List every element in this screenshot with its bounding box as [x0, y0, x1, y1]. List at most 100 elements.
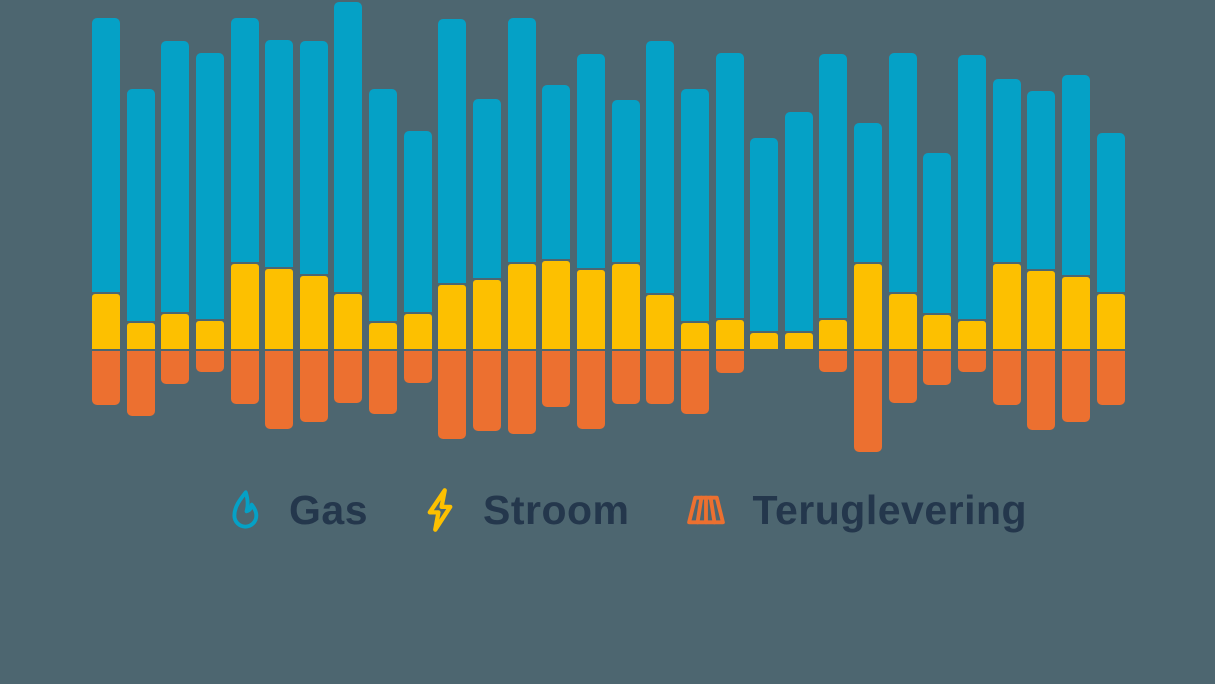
- stroom-segment: [542, 261, 570, 349]
- bar-group-13[interactable]: [508, 0, 536, 470]
- bar-group-24[interactable]: [889, 0, 917, 470]
- teruglevering-segment: [646, 351, 674, 404]
- gas-segment: [1062, 75, 1090, 275]
- bar-group-5[interactable]: [231, 0, 259, 470]
- gas-segment: [473, 99, 501, 278]
- legend-label-teruglevering: Teruglevering: [752, 486, 1028, 533]
- gas-segment: [334, 2, 362, 292]
- stroom-segment: [819, 320, 847, 349]
- gas-segment: [161, 41, 189, 312]
- teruglevering-segment: [473, 351, 501, 431]
- bar-group-3[interactable]: [161, 0, 189, 470]
- teruglevering-segment: [889, 351, 917, 403]
- lightning-icon: [427, 488, 453, 532]
- bar-group-21[interactable]: [785, 0, 813, 470]
- teruglevering-segment: [1062, 351, 1090, 422]
- gas-segment: [646, 41, 674, 293]
- bar-group-22[interactable]: [819, 0, 847, 470]
- gas-segment: [854, 123, 882, 262]
- gas-segment: [577, 54, 605, 268]
- gas-segment: [404, 131, 432, 312]
- bar-group-15[interactable]: [577, 0, 605, 470]
- bar-group-6[interactable]: [265, 0, 293, 470]
- bar-group-8[interactable]: [334, 0, 362, 470]
- gas-segment: [231, 18, 259, 262]
- legend-item-teruglevering: Teruglevering: [686, 486, 1028, 533]
- bar-group-17[interactable]: [646, 0, 674, 470]
- teruglevering-segment: [1097, 351, 1125, 405]
- gas-segment: [785, 112, 813, 331]
- bar-group-18[interactable]: [681, 0, 709, 470]
- stroom-segment: [404, 314, 432, 349]
- bar-chart-plot: [92, 0, 1125, 470]
- gas-segment: [265, 40, 293, 267]
- gas-segment: [750, 138, 778, 331]
- teruglevering-segment: [1027, 351, 1055, 430]
- stroom-segment: [646, 295, 674, 349]
- legend-label-stroom: Stroom: [483, 486, 630, 533]
- teruglevering-segment: [958, 351, 986, 372]
- stroom-segment: [231, 264, 259, 349]
- teruglevering-segment: [854, 351, 882, 452]
- gas-segment: [508, 18, 536, 262]
- gas-segment: [300, 41, 328, 274]
- bar-group-19[interactable]: [716, 0, 744, 470]
- bar-group-16[interactable]: [612, 0, 640, 470]
- gas-segment: [369, 89, 397, 321]
- bar-group-4[interactable]: [196, 0, 224, 470]
- flame-icon: [232, 490, 259, 529]
- bar-group-2[interactable]: [127, 0, 155, 470]
- teruglevering-segment: [577, 351, 605, 429]
- teruglevering-segment: [923, 351, 951, 385]
- gas-segment: [889, 53, 917, 292]
- bar-group-14[interactable]: [542, 0, 570, 470]
- stroom-segment: [577, 270, 605, 349]
- teruglevering-segment: [508, 351, 536, 434]
- bar-group-29[interactable]: [1062, 0, 1090, 470]
- teruglevering-segment: [716, 351, 744, 373]
- gas-segment: [819, 54, 847, 318]
- gas-segment: [542, 85, 570, 259]
- bar-group-30[interactable]: [1097, 0, 1125, 470]
- solar-panel-icon-paths: [686, 495, 725, 525]
- bar-group-7[interactable]: [300, 0, 328, 470]
- chart-legend: Gas Stroom Teruglevering: [228, 484, 1027, 536]
- gas-segment: [716, 53, 744, 318]
- gas-segment: [196, 53, 224, 319]
- teruglevering-segment: [404, 351, 432, 383]
- bar-group-28[interactable]: [1027, 0, 1055, 470]
- teruglevering-segment: [819, 351, 847, 372]
- bar-group-1[interactable]: [92, 0, 120, 470]
- teruglevering-segment: [542, 351, 570, 407]
- stroom-segment: [508, 264, 536, 349]
- bar-group-26[interactable]: [958, 0, 986, 470]
- teruglevering-segment: [334, 351, 362, 403]
- bar-group-20[interactable]: [750, 0, 778, 470]
- stroom-segment: [369, 323, 397, 349]
- bar-group-9[interactable]: [369, 0, 397, 470]
- gas-segment: [127, 89, 155, 321]
- stroom-segment: [161, 314, 189, 349]
- teruglevering-segment: [161, 351, 189, 384]
- stroom-segment: [127, 323, 155, 349]
- bar-group-23[interactable]: [854, 0, 882, 470]
- teruglevering-segment: [438, 351, 466, 439]
- stroom-segment: [785, 333, 813, 349]
- bar-group-12[interactable]: [473, 0, 501, 470]
- bar-group-11[interactable]: [438, 0, 466, 470]
- gas-segment: [92, 18, 120, 292]
- teruglevering-segment: [92, 351, 120, 405]
- stroom-segment: [1062, 277, 1090, 349]
- bar-group-10[interactable]: [404, 0, 432, 470]
- stroom-segment: [265, 269, 293, 349]
- stroom-segment: [716, 320, 744, 349]
- teruglevering-segment: [681, 351, 709, 414]
- stroom-segment: [334, 294, 362, 349]
- legend-item-stroom: Stroom: [424, 488, 630, 532]
- stroom-segment: [612, 264, 640, 349]
- bar-group-25[interactable]: [923, 0, 951, 470]
- gas-segment: [1097, 133, 1125, 292]
- bar-group-27[interactable]: [993, 0, 1021, 470]
- solar-panel-icon: [686, 495, 725, 525]
